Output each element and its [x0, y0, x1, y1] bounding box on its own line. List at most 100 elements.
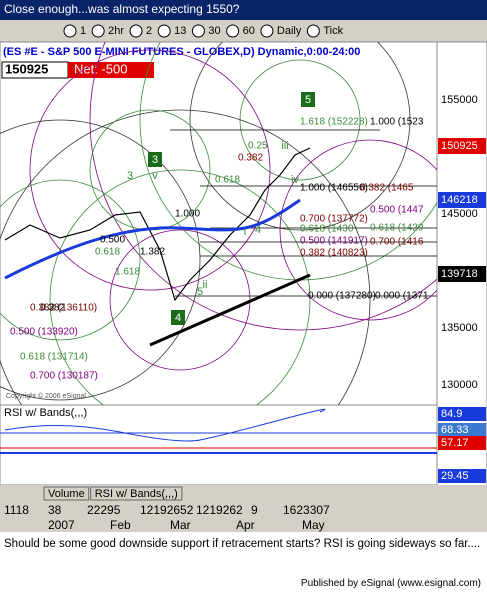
tab-frame: [43, 486, 90, 501]
price-label: 139718: [441, 268, 478, 280]
fib-circle: [29, 49, 271, 291]
date-month: Feb: [110, 518, 131, 532]
rsi-label: 57.17: [441, 437, 469, 449]
fib-circle: [0, 119, 201, 401]
wave-label: 3: [152, 154, 158, 166]
wave-label: iii: [281, 140, 288, 152]
tab[interactable]: RSI w/ Bands(,,,): [95, 488, 178, 500]
interval-icon: [260, 24, 274, 38]
rsi-flag: [438, 423, 486, 437]
fib-circle: [0, 109, 371, 405]
fib-circle: [0, 179, 141, 341]
price-label: 155000: [441, 94, 478, 106]
interval-button[interactable]: 2: [146, 25, 152, 37]
price-sketch: [4, 147, 311, 302]
wave-label: iv: [291, 174, 299, 186]
trend-line: [149, 273, 311, 347]
fib-circle: [89, 42, 437, 331]
rsi-pane: [0, 404, 438, 486]
wave-box: [171, 310, 185, 325]
fib-label: 0.700 (137772): [300, 214, 368, 225]
rsi-label: 84.9: [441, 408, 462, 420]
price-label: 145000: [441, 208, 478, 220]
rsi-flag: [438, 436, 486, 450]
fib-label: 0.618: [215, 175, 240, 186]
interval-icon: [63, 24, 77, 38]
interval-button[interactable]: 60: [243, 25, 255, 37]
title-bar: [0, 0, 487, 20]
rsi-title: RSI w/ Bands(,,,): [4, 407, 87, 419]
fib-label: 0.382: [40, 303, 65, 314]
fib-label: 0.500 (141917): [300, 236, 368, 247]
fib-label: 1.000 (1523: [370, 117, 424, 128]
interval-button[interactable]: Daily: [277, 25, 302, 37]
fib-label: 0.618: [95, 247, 120, 258]
date-month: May: [302, 518, 325, 532]
interval-button[interactable]: Tick: [323, 25, 343, 37]
interval-button[interactable]: 13: [174, 25, 186, 37]
interval-icon: [191, 24, 205, 38]
tab[interactable]: Volume: [48, 488, 85, 500]
price-flag: [438, 192, 486, 208]
interval-icon: [91, 24, 105, 38]
moving-average: [4, 198, 301, 280]
fib-label: 0.382: [238, 153, 263, 164]
rsi-flag: [438, 469, 486, 483]
rsi-label: 68.33: [441, 424, 469, 436]
fib-label: 0.382 (136110): [30, 303, 97, 314]
interval-button[interactable]: 2hr: [108, 25, 124, 37]
fib-label: 0.000 (1371: [375, 291, 429, 302]
wave-label: 5: [305, 94, 311, 106]
wave-label: v: [152, 170, 158, 182]
screen: Close enough...was almost expecting 1550…: [0, 0, 487, 532]
rsi-curve: [4, 408, 326, 442]
wave-label: 4: [255, 224, 261, 236]
date-month: 2007: [48, 518, 75, 532]
window-title: Close enough...was almost expecting 1550…: [4, 2, 240, 16]
wave-label: 3: [127, 170, 133, 182]
date-month: Apr: [236, 518, 255, 532]
fib-label: 1.618: [115, 267, 140, 278]
fib-label: 1.618 (152228): [300, 117, 368, 128]
fib-label: 0.382 (1465: [360, 183, 414, 194]
fib-label: 0.500 (133920): [10, 327, 78, 338]
interval-icon: [129, 24, 143, 38]
date-axis: [0, 501, 487, 532]
wave-label: i: [244, 226, 246, 238]
chart-area: [0, 41, 438, 406]
price-label: 130000: [441, 379, 478, 391]
fib-label: 0.618 (1430: [300, 224, 354, 235]
interval-icon: [306, 24, 320, 38]
date-day: 38: [48, 503, 62, 517]
fib-circle: [279, 139, 437, 321]
fib-label: 0.500 (1447: [370, 205, 424, 216]
fib-circle: [189, 42, 411, 231]
date-day: 9: [251, 503, 258, 517]
fib-label: 0.618 (1429: [370, 223, 424, 234]
date-day: 12192652: [140, 503, 194, 517]
tab-bar: [0, 485, 487, 501]
price-label: 150925: [441, 140, 478, 152]
copyright: Copyright © 2006 eSignal: [6, 392, 86, 400]
date-day: 1219262: [196, 503, 243, 517]
wave-box: [301, 92, 315, 107]
fib-label: 0.25: [248, 141, 268, 152]
fib-label: 1.382: [140, 247, 165, 258]
date-day: 22295: [87, 503, 121, 517]
tab-frame: [90, 486, 183, 501]
last-price: 150925: [5, 61, 48, 76]
fib-label: 1.000 (146556): [300, 183, 368, 194]
fib-label: 0.000 (137280): [308, 291, 376, 302]
date-month: Mar: [170, 518, 191, 532]
fib-circle: [49, 169, 311, 405]
fib-label: 0.618 (131714): [20, 352, 88, 363]
rsi-flag: [438, 407, 486, 421]
interval-button[interactable]: 1: [80, 25, 86, 37]
price-label: 135000: [441, 322, 478, 334]
wave-label: 4: [175, 312, 181, 324]
toolbar: [0, 20, 487, 42]
interval-button[interactable]: 30: [208, 25, 220, 37]
interval-icon: [157, 24, 171, 38]
footer: Published by eSignal (www.esignal.com): [300, 578, 481, 589]
